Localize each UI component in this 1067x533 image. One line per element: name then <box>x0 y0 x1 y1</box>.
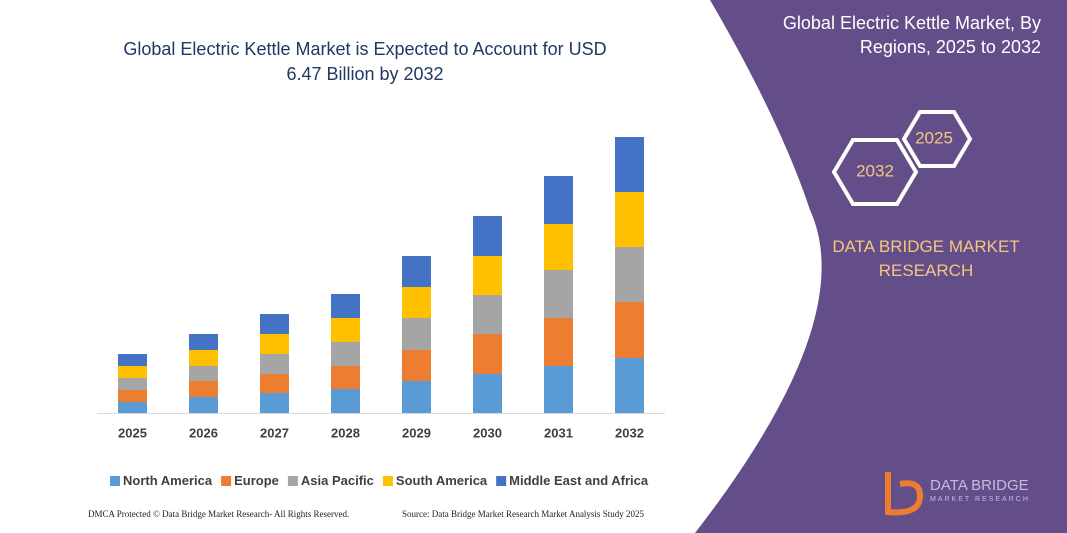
legend-label: Europe <box>234 473 279 488</box>
x-tick-label: 2028 <box>331 425 360 440</box>
hexagon <box>901 110 973 168</box>
bar-segment <box>402 318 431 350</box>
bar-segment <box>331 389 360 413</box>
bar-segment <box>615 358 644 413</box>
legend-label: Middle East and Africa <box>509 473 649 488</box>
x-tick-label: 2031 <box>544 425 573 440</box>
bar-segment <box>544 270 573 318</box>
bar-segment <box>260 314 289 334</box>
bar-segment <box>331 342 360 366</box>
bar-segment <box>615 247 644 302</box>
legend-swatch <box>287 476 298 486</box>
bar-segment <box>473 256 502 295</box>
bar-segment <box>331 366 360 389</box>
bar-segment <box>331 318 360 342</box>
bar-segment <box>189 334 218 350</box>
logo-name: DATA BRIDGE <box>930 477 1029 494</box>
legend-label: South America <box>396 473 488 488</box>
hexagon-label: 2025 <box>915 128 953 147</box>
bar-segment <box>615 137 644 192</box>
logo-tagline: MARKET RESEARCH <box>930 496 1030 503</box>
footer-left: DMCA Protected © Data Bridge Market Rese… <box>88 509 350 519</box>
bar-segment <box>260 354 289 374</box>
hexagon <box>831 138 919 206</box>
bar-segment <box>189 381 218 397</box>
logo-mark <box>885 472 924 516</box>
bar-segment <box>118 354 147 366</box>
footer-right: Source: Data Bridge Market Research Mark… <box>402 509 644 519</box>
bar-segment <box>473 216 502 256</box>
bar-segment <box>331 294 360 318</box>
x-tick-label: 2029 <box>402 425 431 440</box>
x-tick-label: 2025 <box>118 425 147 440</box>
legend-swatch <box>382 476 393 486</box>
brand: DATA BRIDGE MARKET RESEARCH <box>832 237 1020 280</box>
bar-segment <box>260 374 289 393</box>
x-tick-label: 2026 <box>189 425 218 440</box>
bar-segment <box>473 295 502 334</box>
legend-swatch <box>110 476 120 486</box>
bar-segment <box>615 192 644 247</box>
bar-segment <box>118 390 147 402</box>
legend-swatch <box>496 476 507 486</box>
legend-swatch <box>221 476 232 486</box>
bar-segment <box>118 402 147 413</box>
legend-label: North America <box>123 473 213 488</box>
bar-segment <box>402 287 431 318</box>
bar-segment <box>260 393 289 413</box>
panel-title: Global Electric Kettle Market, By Region… <box>782 13 1041 57</box>
x-tick-label: 2032 <box>615 425 644 440</box>
chart-title: Global Electric Kettle Market is Expecte… <box>123 39 607 84</box>
bar-segment <box>118 378 147 390</box>
x-tick-label: 2027 <box>260 425 289 440</box>
bar-segment <box>260 334 289 354</box>
bar-segment <box>189 397 218 413</box>
bar-segment <box>544 224 573 270</box>
bar-segment <box>402 350 431 381</box>
bar-segment <box>544 176 573 224</box>
bar-segment <box>473 374 502 413</box>
bar-segment <box>118 366 147 378</box>
bar-segment <box>544 366 573 413</box>
side-panel <box>695 0 1067 533</box>
bar-segment <box>402 381 431 413</box>
bar-segment <box>615 302 644 358</box>
bar-segment <box>402 256 431 287</box>
legend-label: Asia Pacific <box>301 473 374 488</box>
bar-segment <box>189 366 218 381</box>
x-tick-label: 2030 <box>473 425 502 440</box>
bar-segment <box>189 350 218 366</box>
bar-segment <box>544 318 573 366</box>
bar-segment <box>473 334 502 374</box>
hexagon-label: 2032 <box>856 161 894 180</box>
